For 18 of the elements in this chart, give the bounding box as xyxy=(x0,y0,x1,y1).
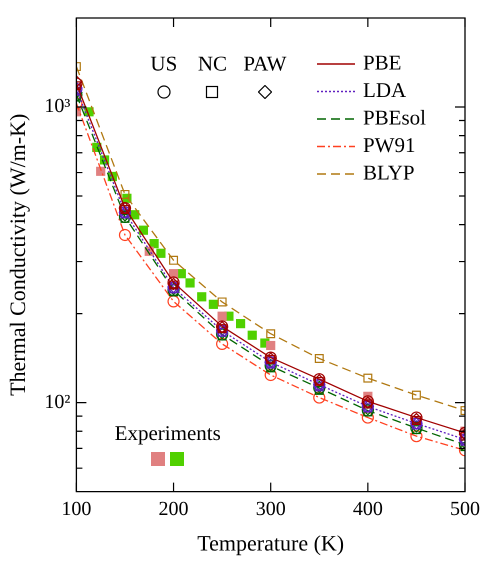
legend-label: PBE xyxy=(363,50,402,75)
legend-label: PBEsol xyxy=(363,106,426,130)
y-tick-label: 10³ xyxy=(44,95,70,118)
x-axis-title: Temperature (K) xyxy=(197,530,344,556)
legend-label: PW91 xyxy=(363,133,416,158)
annotation: US xyxy=(150,52,178,76)
y-tick-label: 10² xyxy=(44,390,70,413)
annotation: Experiments xyxy=(114,421,221,446)
annotation: PAW xyxy=(243,52,287,76)
x-tick-label: 300 xyxy=(256,498,286,520)
y-axis-title: Thermal Conductivity (W/m-K) xyxy=(4,114,30,396)
legend-label: BLYP xyxy=(363,160,415,185)
legend-label: LDA xyxy=(363,78,407,102)
x-tick-label: 500 xyxy=(450,498,480,520)
annotation: NC xyxy=(198,52,227,76)
x-tick-label: 100 xyxy=(61,498,92,520)
x-tick-label: 200 xyxy=(158,498,189,520)
x-tick-label: 400 xyxy=(352,498,383,520)
